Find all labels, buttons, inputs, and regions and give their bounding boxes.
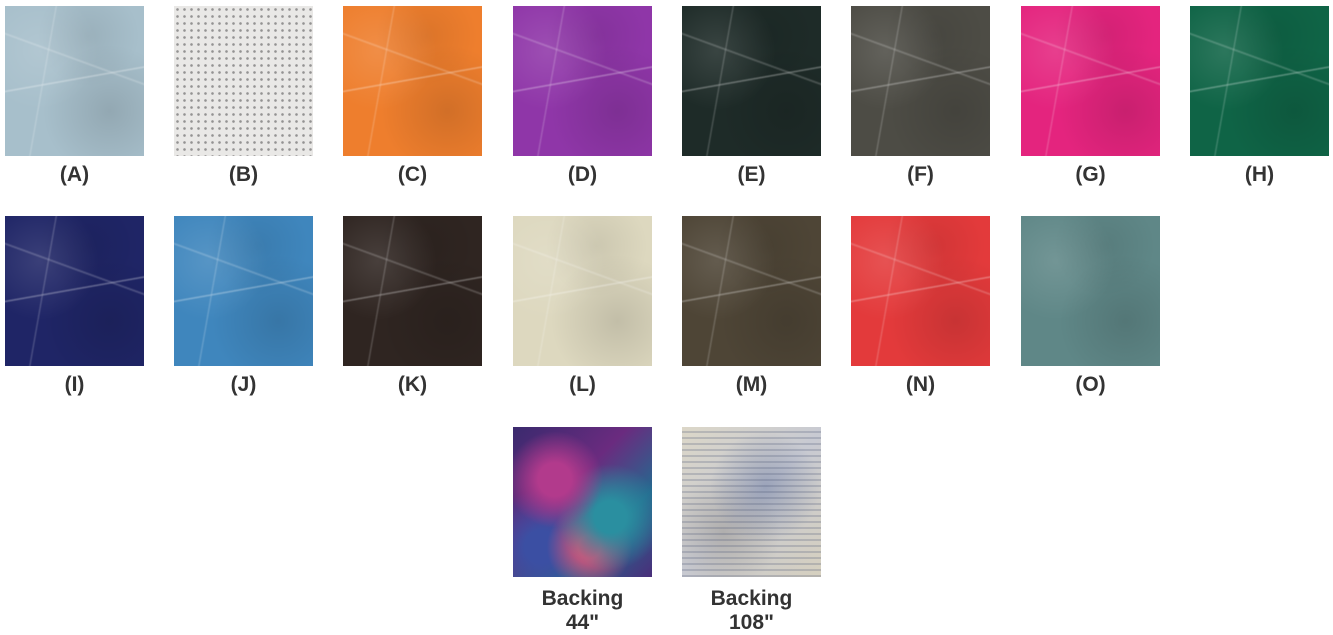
swatch-m [682,216,821,366]
backing-44-label: Backing 44" [513,587,652,635]
swatch-i [5,216,144,366]
swatch-n-texture [851,216,990,366]
swatch-i-texture [5,216,144,366]
swatch-e [682,6,821,156]
swatch-l [513,216,652,366]
swatch-l-label: (L) [569,373,596,396]
swatch-g [1021,6,1160,156]
swatch-o [1021,216,1160,366]
swatch-o-texture [1021,216,1160,366]
swatch-g-texture [1021,6,1160,156]
swatch-f-label: (F) [907,163,934,186]
swatch-b-label: (B) [228,163,259,186]
swatch-d [513,6,652,156]
swatch-l-texture [513,216,652,366]
swatch-g-label: (G) [1075,163,1106,186]
swatch-i-label: (I) [64,373,85,396]
swatch-a [5,6,144,156]
swatch-k-texture [343,216,482,366]
swatch-e-label: (E) [737,163,766,186]
swatch-h [1190,6,1329,156]
swatch-o-label: (O) [1075,373,1106,396]
swatch-d-texture [513,6,652,156]
swatch-d-label: (D) [567,163,598,186]
swatch-a-texture [5,6,144,156]
swatch-c-texture [343,6,482,156]
backing-108-label: Backing 108" [682,587,821,635]
swatch-k [343,216,482,366]
swatch-j-label: (J) [230,373,257,396]
swatch-f [851,6,990,156]
backing-108-line2: 108" [729,611,774,634]
swatch-n-label: (N) [905,373,936,396]
swatch-h-label: (H) [1244,163,1275,186]
swatch-n [851,216,990,366]
swatch-j [174,216,313,366]
swatch-f-texture [851,6,990,156]
swatch-m-texture [682,216,821,366]
swatch-backing-44 [513,427,652,577]
backing-44-line2: 44" [565,611,600,634]
backing-108-line1: Backing [710,587,793,610]
swatch-h-texture [1190,6,1329,156]
swatch-a-label: (A) [59,163,90,186]
swatch-e-texture [682,6,821,156]
backing-44-line1: Backing [541,587,624,610]
swatch-j-texture [174,216,313,366]
swatch-m-label: (M) [735,373,768,396]
swatch-b [174,6,313,156]
swatch-c-label: (C) [397,163,428,186]
swatch-k-label: (K) [397,373,428,396]
swatch-backing-108 [682,427,821,577]
swatch-c [343,6,482,156]
